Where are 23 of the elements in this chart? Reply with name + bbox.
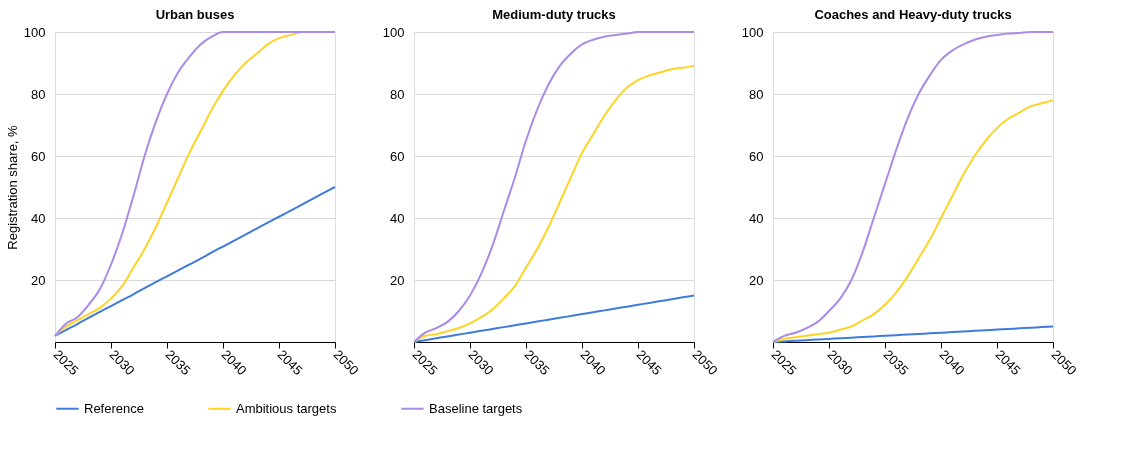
chart-title: Urban buses <box>155 7 235 22</box>
y-tick-label: 40 <box>31 210 46 226</box>
y-tick-label: 20 <box>31 272 46 288</box>
y-tick-label: 40 <box>749 210 764 226</box>
legend-label: Baseline targets <box>429 400 523 416</box>
y-tick-label: 100 <box>23 24 46 40</box>
y-tick-label: 100 <box>741 24 764 40</box>
y-tick-label: 80 <box>31 86 46 102</box>
y-tick-label: 80 <box>390 86 405 102</box>
y-tick-label: 60 <box>390 148 405 164</box>
chart-title: Coaches and Heavy-duty trucks <box>814 7 1012 22</box>
y-tick-label: 40 <box>390 210 405 226</box>
legend-label: Reference <box>84 400 144 416</box>
y-tick-label: 80 <box>749 86 764 102</box>
chart-title: Medium-duty trucks <box>492 7 616 22</box>
y-tick-label: 20 <box>390 272 405 288</box>
y-tick-label: 60 <box>31 148 46 164</box>
line-series <box>54 186 336 337</box>
legend-label: Ambitious targets <box>236 400 337 416</box>
y-tick-label: 20 <box>749 272 764 288</box>
y-tick-label: 60 <box>749 148 764 164</box>
y-tick-label: 100 <box>382 24 405 40</box>
y-axis-title: Registration share, % <box>4 124 20 250</box>
